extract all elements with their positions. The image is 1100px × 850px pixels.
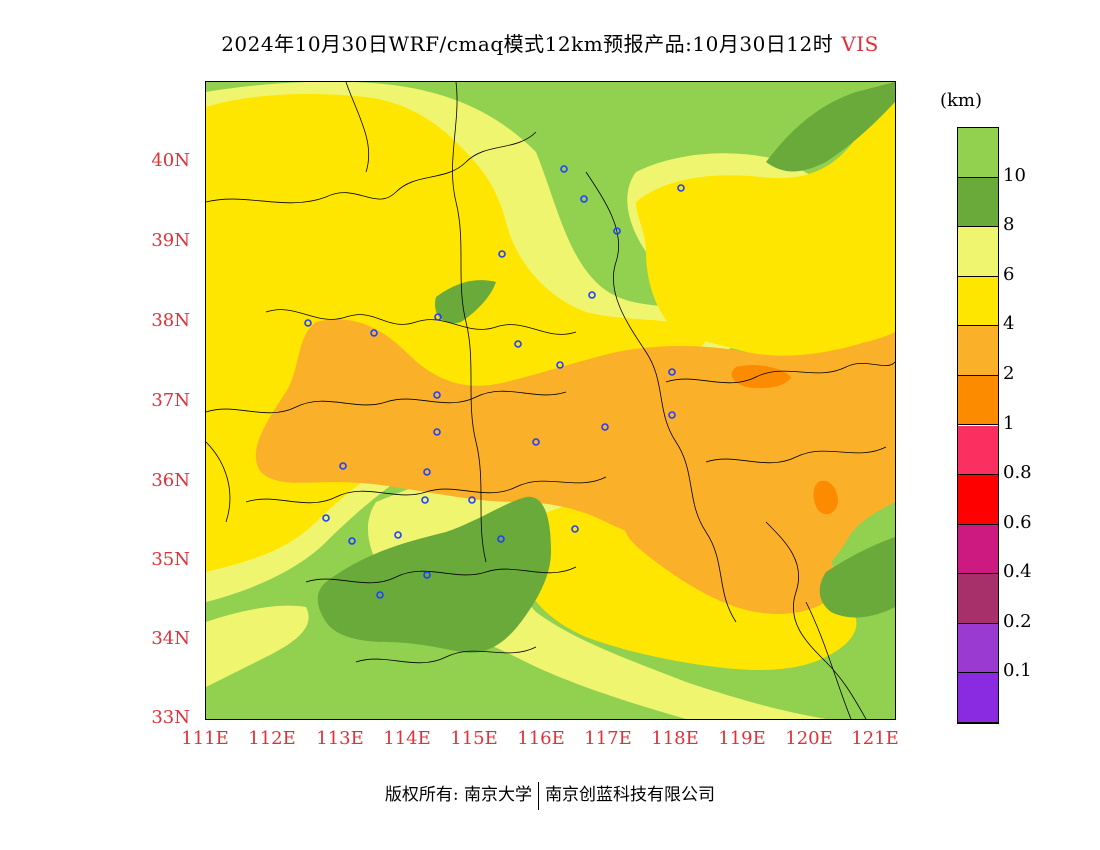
copyright: 版权所有: 南京大学 南京创蓝科技有限公司 — [0, 780, 1100, 810]
station-marker — [468, 496, 476, 504]
lon-label-113e: 113E — [316, 728, 364, 749]
lat-label-36n: 36N — [151, 470, 190, 491]
colorbar-label: 0.6 — [1003, 511, 1032, 533]
colorbar-label: 4 — [1003, 313, 1015, 335]
station-marker — [514, 340, 522, 348]
map-title: 2024年10月30日WRF/cmaq模式12km预报产品:10月30日12时 V… — [0, 28, 1100, 57]
title-main: 2024年10月30日WRF/cmaq模式12km预报产品:10月30日12时 — [221, 32, 834, 56]
lat-label-39n: 39N — [151, 230, 190, 251]
lon-label-117e: 117E — [584, 728, 632, 749]
visibility-map — [206, 82, 895, 719]
station-marker — [423, 468, 431, 476]
copyright-separator — [538, 781, 540, 810]
colorbar-segment — [958, 425, 998, 476]
colorbar-segment — [958, 574, 998, 624]
lon-label-119e: 119E — [718, 728, 766, 749]
lon-label-115e: 115E — [450, 728, 498, 749]
station-marker — [433, 391, 441, 399]
station-marker — [560, 165, 568, 173]
lon-label-120e: 120E — [785, 728, 833, 749]
title-variable: VIS — [841, 32, 879, 56]
copyright-right: 南京创蓝科技有限公司 — [545, 785, 716, 805]
colorbar-label: 2 — [1003, 362, 1015, 384]
colorbar-segment — [958, 524, 998, 575]
vis-2-4-zones — [255, 319, 895, 614]
station-marker — [571, 525, 579, 533]
colorbar-label: 0.8 — [1003, 462, 1032, 484]
colorbar-segment — [958, 276, 998, 327]
station-marker — [339, 462, 347, 470]
station-marker — [376, 591, 384, 599]
lon-label-118e: 118E — [651, 728, 699, 749]
lon-label-111e: 111E — [181, 728, 229, 749]
map-panel — [205, 81, 896, 720]
lon-label-114e: 114E — [383, 728, 431, 749]
colorbar — [957, 127, 999, 724]
colorbar-label: 10 — [1003, 164, 1026, 186]
station-marker — [580, 195, 588, 203]
station-marker — [370, 329, 378, 337]
lon-label-121e: 121E — [851, 728, 899, 749]
station-marker — [677, 184, 685, 192]
station-marker — [304, 319, 312, 327]
admin-boundaries — [206, 82, 895, 719]
station-marker — [668, 411, 676, 419]
vis-8-10-zones — [317, 82, 895, 653]
station-marker — [433, 428, 441, 436]
stations — [304, 165, 685, 599]
colorbar-segment — [958, 177, 998, 228]
colorbar-segment — [958, 673, 998, 723]
colorbar-label: 6 — [1003, 263, 1015, 285]
station-marker — [497, 535, 505, 543]
lat-label-33n: 33N — [151, 707, 190, 728]
colorbar-label: 0.2 — [1003, 610, 1032, 632]
station-marker — [588, 291, 596, 299]
colorbar-segment — [958, 475, 998, 525]
copyright-left: 版权所有: 南京大学 — [384, 785, 533, 805]
station-marker — [322, 514, 330, 522]
station-marker — [668, 368, 676, 376]
station-marker — [532, 438, 540, 446]
vis-1-2-zones — [731, 365, 838, 515]
station-marker — [394, 531, 402, 539]
station-marker — [601, 423, 609, 431]
colorbar-segment — [958, 326, 998, 376]
colorbar-label: 8 — [1003, 214, 1015, 236]
station-marker — [613, 227, 621, 235]
lat-label-38n: 38N — [151, 310, 190, 331]
lat-label-37n: 37N — [151, 390, 190, 411]
lat-label-34n: 34N — [151, 628, 190, 649]
colorbar-segment — [958, 227, 998, 277]
colorbar-label: 0.1 — [1003, 660, 1032, 682]
lat-label-40n: 40N — [151, 150, 190, 171]
lon-label-116e: 116E — [517, 728, 565, 749]
colorbar-units: (km) — [940, 90, 983, 111]
colorbar-label: 0.4 — [1003, 561, 1032, 583]
station-marker — [434, 313, 442, 321]
station-marker — [423, 571, 431, 579]
colorbar-segment — [958, 128, 998, 178]
station-marker — [556, 361, 564, 369]
station-marker — [421, 496, 429, 504]
station-marker — [498, 250, 506, 258]
colorbar-segment — [958, 375, 998, 426]
station-marker — [348, 537, 356, 545]
lat-label-35n: 35N — [151, 549, 190, 570]
lon-label-112e: 112E — [248, 728, 296, 749]
colorbar-segment — [958, 623, 998, 674]
colorbar-label: 1 — [1003, 412, 1015, 434]
